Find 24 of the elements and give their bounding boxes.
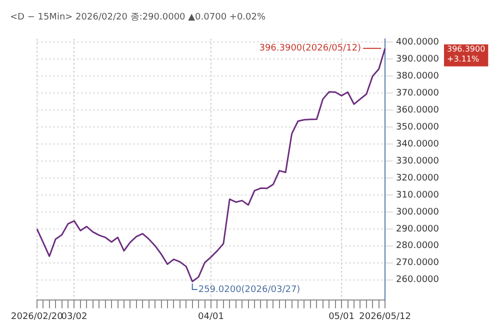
- y-tick-label: 280.0000: [396, 241, 440, 252]
- y-tick-label: 260.0000: [396, 275, 440, 286]
- y-tick-label: 270.0000: [396, 258, 440, 268]
- y-tick-label: 350.0000: [396, 122, 440, 132]
- x-tick-label: 05/01: [328, 312, 355, 322]
- annotation: 396.3900(2026/05/12): [259, 44, 362, 54]
- x-tick-label: 04/01: [198, 312, 224, 322]
- y-tick-label: 320.0000: [396, 173, 440, 184]
- y-tick-label: 330.0000: [396, 156, 440, 166]
- x-tick-label: 03/02: [61, 312, 88, 322]
- y-tick-label: 400.0000: [396, 38, 440, 48]
- y-tick-label: 360.0000: [396, 105, 440, 116]
- text: 396.3900 +3.11%: [447, 44, 486, 64]
- y-tick-label: 380.0000: [396, 71, 440, 82]
- y-tick-label: 340.0000: [396, 139, 440, 150]
- annotation: 259.0200(2026/03/27): [198, 284, 300, 295]
- y-tick-label: 300.0000: [396, 207, 440, 218]
- y-tick-label: 390.0000: [396, 54, 440, 65]
- y-tick-label: 290.0000: [396, 224, 440, 234]
- y-tick-label: 310.0000: [396, 190, 440, 200]
- x-tick-label: 2026/05/12: [359, 312, 411, 322]
- y-tick-label: 370.0000: [396, 88, 440, 98]
- chart-subtitle: <D − 15Min> 2026/02/20 종:290.0000 ▲0.0700 +0.02%: [10, 12, 266, 23]
- x-tick-label: 2026/02/20: [11, 312, 64, 322]
